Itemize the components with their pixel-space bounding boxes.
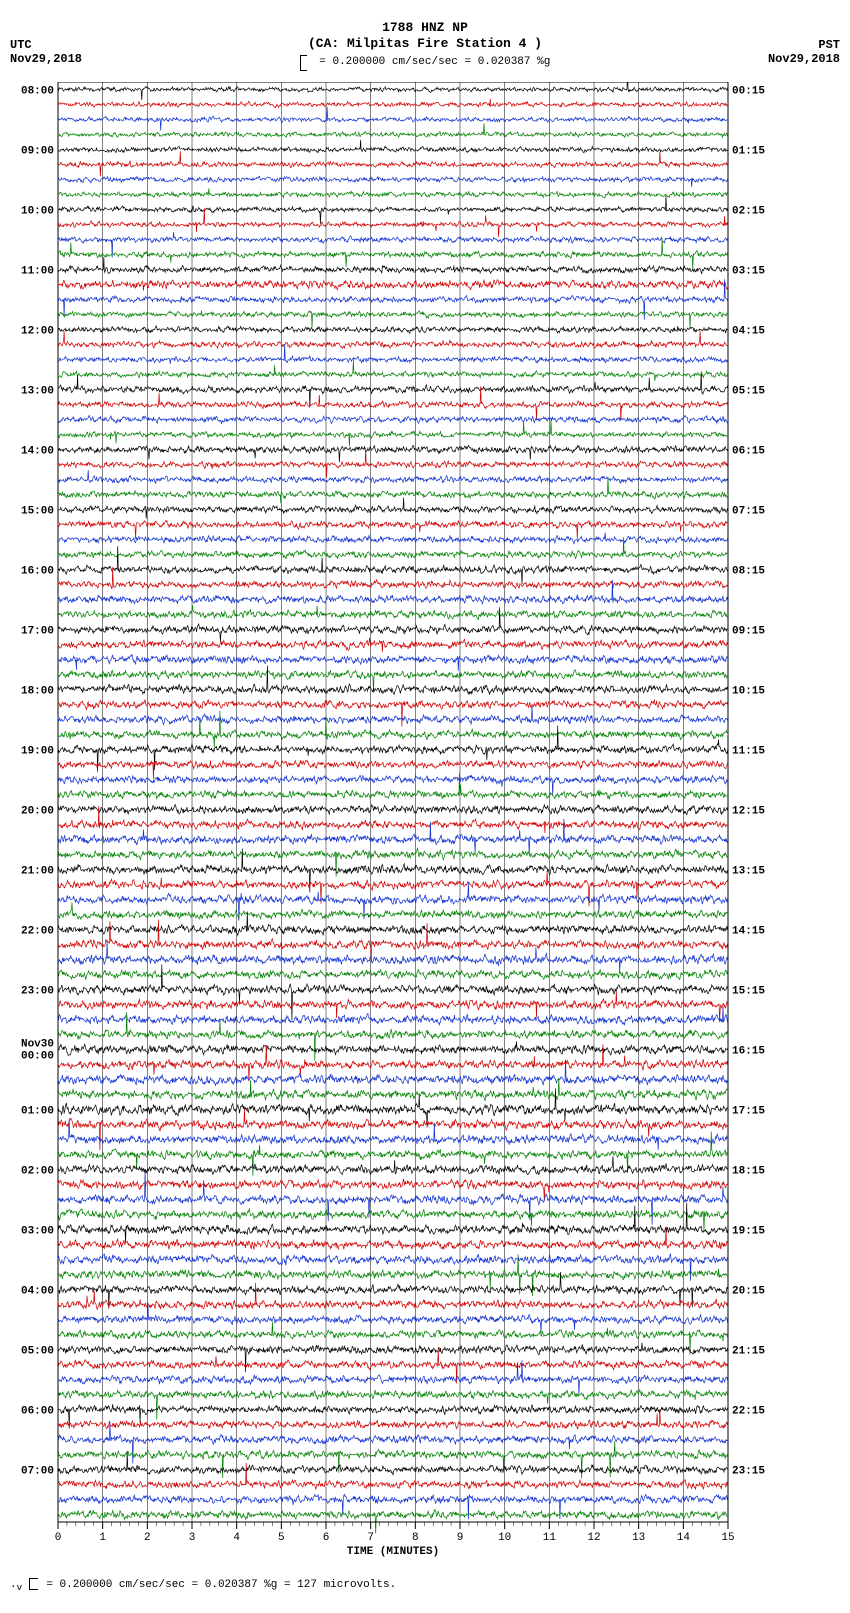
svg-text:02:00: 02:00 xyxy=(21,1166,54,1178)
svg-text:16:15: 16:15 xyxy=(732,1046,765,1058)
svg-text:07:00: 07:00 xyxy=(21,1466,54,1478)
svg-text:01:00: 01:00 xyxy=(21,1106,54,1118)
svg-text:03:15: 03:15 xyxy=(732,266,765,278)
svg-text:08:15: 08:15 xyxy=(732,566,765,578)
svg-text:20:00: 20:00 xyxy=(21,806,54,818)
page-root: UTC Nov29,2018 PST Nov29,2018 1788 HNZ N… xyxy=(0,0,850,1603)
svg-text:15:00: 15:00 xyxy=(21,506,54,518)
svg-text:1: 1 xyxy=(99,1532,106,1544)
svg-text:10:00: 10:00 xyxy=(21,206,54,218)
svg-text:5: 5 xyxy=(278,1532,285,1544)
svg-text:8: 8 xyxy=(412,1532,419,1544)
svg-text:04:00: 04:00 xyxy=(21,1286,54,1298)
svg-text:15:15: 15:15 xyxy=(732,986,765,998)
svg-text:05:00: 05:00 xyxy=(21,1346,54,1358)
svg-text:18:00: 18:00 xyxy=(21,686,54,698)
svg-text:7: 7 xyxy=(367,1532,374,1544)
svg-text:6: 6 xyxy=(323,1532,330,1544)
svg-text:TIME (MINUTES): TIME (MINUTES) xyxy=(347,1546,439,1558)
footer-legend: .v = 0.200000 cm/sec/sec = 0.020387 %g =… xyxy=(10,1578,840,1593)
svg-text:14:00: 14:00 xyxy=(21,446,54,458)
helicorder-plot: 08:00 00:15 09:00 01:15 10:00 02:15 11:00 03:15… xyxy=(10,82,840,1566)
svg-text:01:15: 01:15 xyxy=(732,146,765,158)
header-right-block: PST Nov29,2018 xyxy=(768,38,840,66)
svg-text:12:00: 12:00 xyxy=(21,326,54,338)
svg-text:05:15: 05:15 xyxy=(732,386,765,398)
svg-text:08:00: 08:00 xyxy=(21,86,54,98)
footer-text: = 0.200000 cm/sec/sec = 0.020387 %g = 12… xyxy=(40,1579,396,1591)
svg-text:09:15: 09:15 xyxy=(732,626,765,638)
svg-text:10: 10 xyxy=(498,1532,511,1544)
svg-text:14:15: 14:15 xyxy=(732,926,765,938)
svg-text:20:15: 20:15 xyxy=(732,1286,765,1298)
svg-text:11:15: 11:15 xyxy=(732,746,765,758)
footer-scale-tick: .v xyxy=(10,1579,22,1591)
svg-text:06:15: 06:15 xyxy=(732,446,765,458)
svg-text:00:15: 00:15 xyxy=(732,86,765,98)
svg-text:17:15: 17:15 xyxy=(732,1106,765,1118)
svg-text:19:15: 19:15 xyxy=(732,1226,765,1238)
svg-text:23:00: 23:00 xyxy=(21,986,54,998)
svg-text:02:15: 02:15 xyxy=(732,206,765,218)
helicorder-svg: 08:00 00:15 09:00 01:15 10:00 02:15 11:00 03:15… xyxy=(10,82,776,1562)
svg-text:10:15: 10:15 xyxy=(732,686,765,698)
svg-text:14: 14 xyxy=(677,1532,691,1544)
location-title: (CA: Milpitas Fire Station 4 ) xyxy=(10,36,840,52)
svg-text:23:15: 23:15 xyxy=(732,1466,765,1478)
svg-text:09:00: 09:00 xyxy=(21,146,54,158)
svg-text:00:00: 00:00 xyxy=(21,1051,54,1063)
svg-text:0: 0 xyxy=(55,1532,62,1544)
svg-text:03:00: 03:00 xyxy=(21,1226,54,1238)
svg-text:12: 12 xyxy=(587,1532,600,1544)
svg-text:13:00: 13:00 xyxy=(21,386,54,398)
svg-text:04:15: 04:15 xyxy=(732,326,765,338)
svg-text:15: 15 xyxy=(721,1532,734,1544)
svg-text:17:00: 17:00 xyxy=(21,626,54,638)
tz-left-label: UTC xyxy=(10,38,82,52)
svg-text:Nov30: Nov30 xyxy=(21,1039,54,1051)
svg-text:2: 2 xyxy=(144,1532,151,1544)
tz-right-label: PST xyxy=(768,38,840,52)
svg-text:12:15: 12:15 xyxy=(732,806,765,818)
svg-text:3: 3 xyxy=(189,1532,196,1544)
svg-text:13: 13 xyxy=(632,1532,645,1544)
scale-bar-icon xyxy=(300,55,307,71)
station-title: 1788 HNZ NP xyxy=(10,20,840,36)
svg-text:11:00: 11:00 xyxy=(21,266,54,278)
svg-text:06:00: 06:00 xyxy=(21,1406,54,1418)
svg-text:16:00: 16:00 xyxy=(21,566,54,578)
scale-legend: = 0.200000 cm/sec/sec = 0.020387 %g xyxy=(10,53,840,69)
scale-legend-text: = 0.200000 cm/sec/sec = 0.020387 %g xyxy=(313,56,551,68)
chart-header: UTC Nov29,2018 PST Nov29,2018 1788 HNZ N… xyxy=(10,20,840,78)
svg-text:21:15: 21:15 xyxy=(732,1346,765,1358)
svg-text:22:15: 22:15 xyxy=(732,1406,765,1418)
date-left: Nov29,2018 xyxy=(10,52,82,66)
scale-bar-icon xyxy=(29,1578,38,1590)
svg-text:9: 9 xyxy=(457,1532,464,1544)
header-left-block: UTC Nov29,2018 xyxy=(10,38,82,66)
date-right: Nov29,2018 xyxy=(768,52,840,66)
svg-text:22:00: 22:00 xyxy=(21,926,54,938)
svg-text:21:00: 21:00 xyxy=(21,866,54,878)
svg-text:18:15: 18:15 xyxy=(732,1166,765,1178)
svg-text:11: 11 xyxy=(543,1532,557,1544)
svg-text:13:15: 13:15 xyxy=(732,866,765,878)
svg-text:19:00: 19:00 xyxy=(21,746,54,758)
svg-text:4: 4 xyxy=(233,1532,240,1544)
svg-text:07:15: 07:15 xyxy=(732,506,765,518)
